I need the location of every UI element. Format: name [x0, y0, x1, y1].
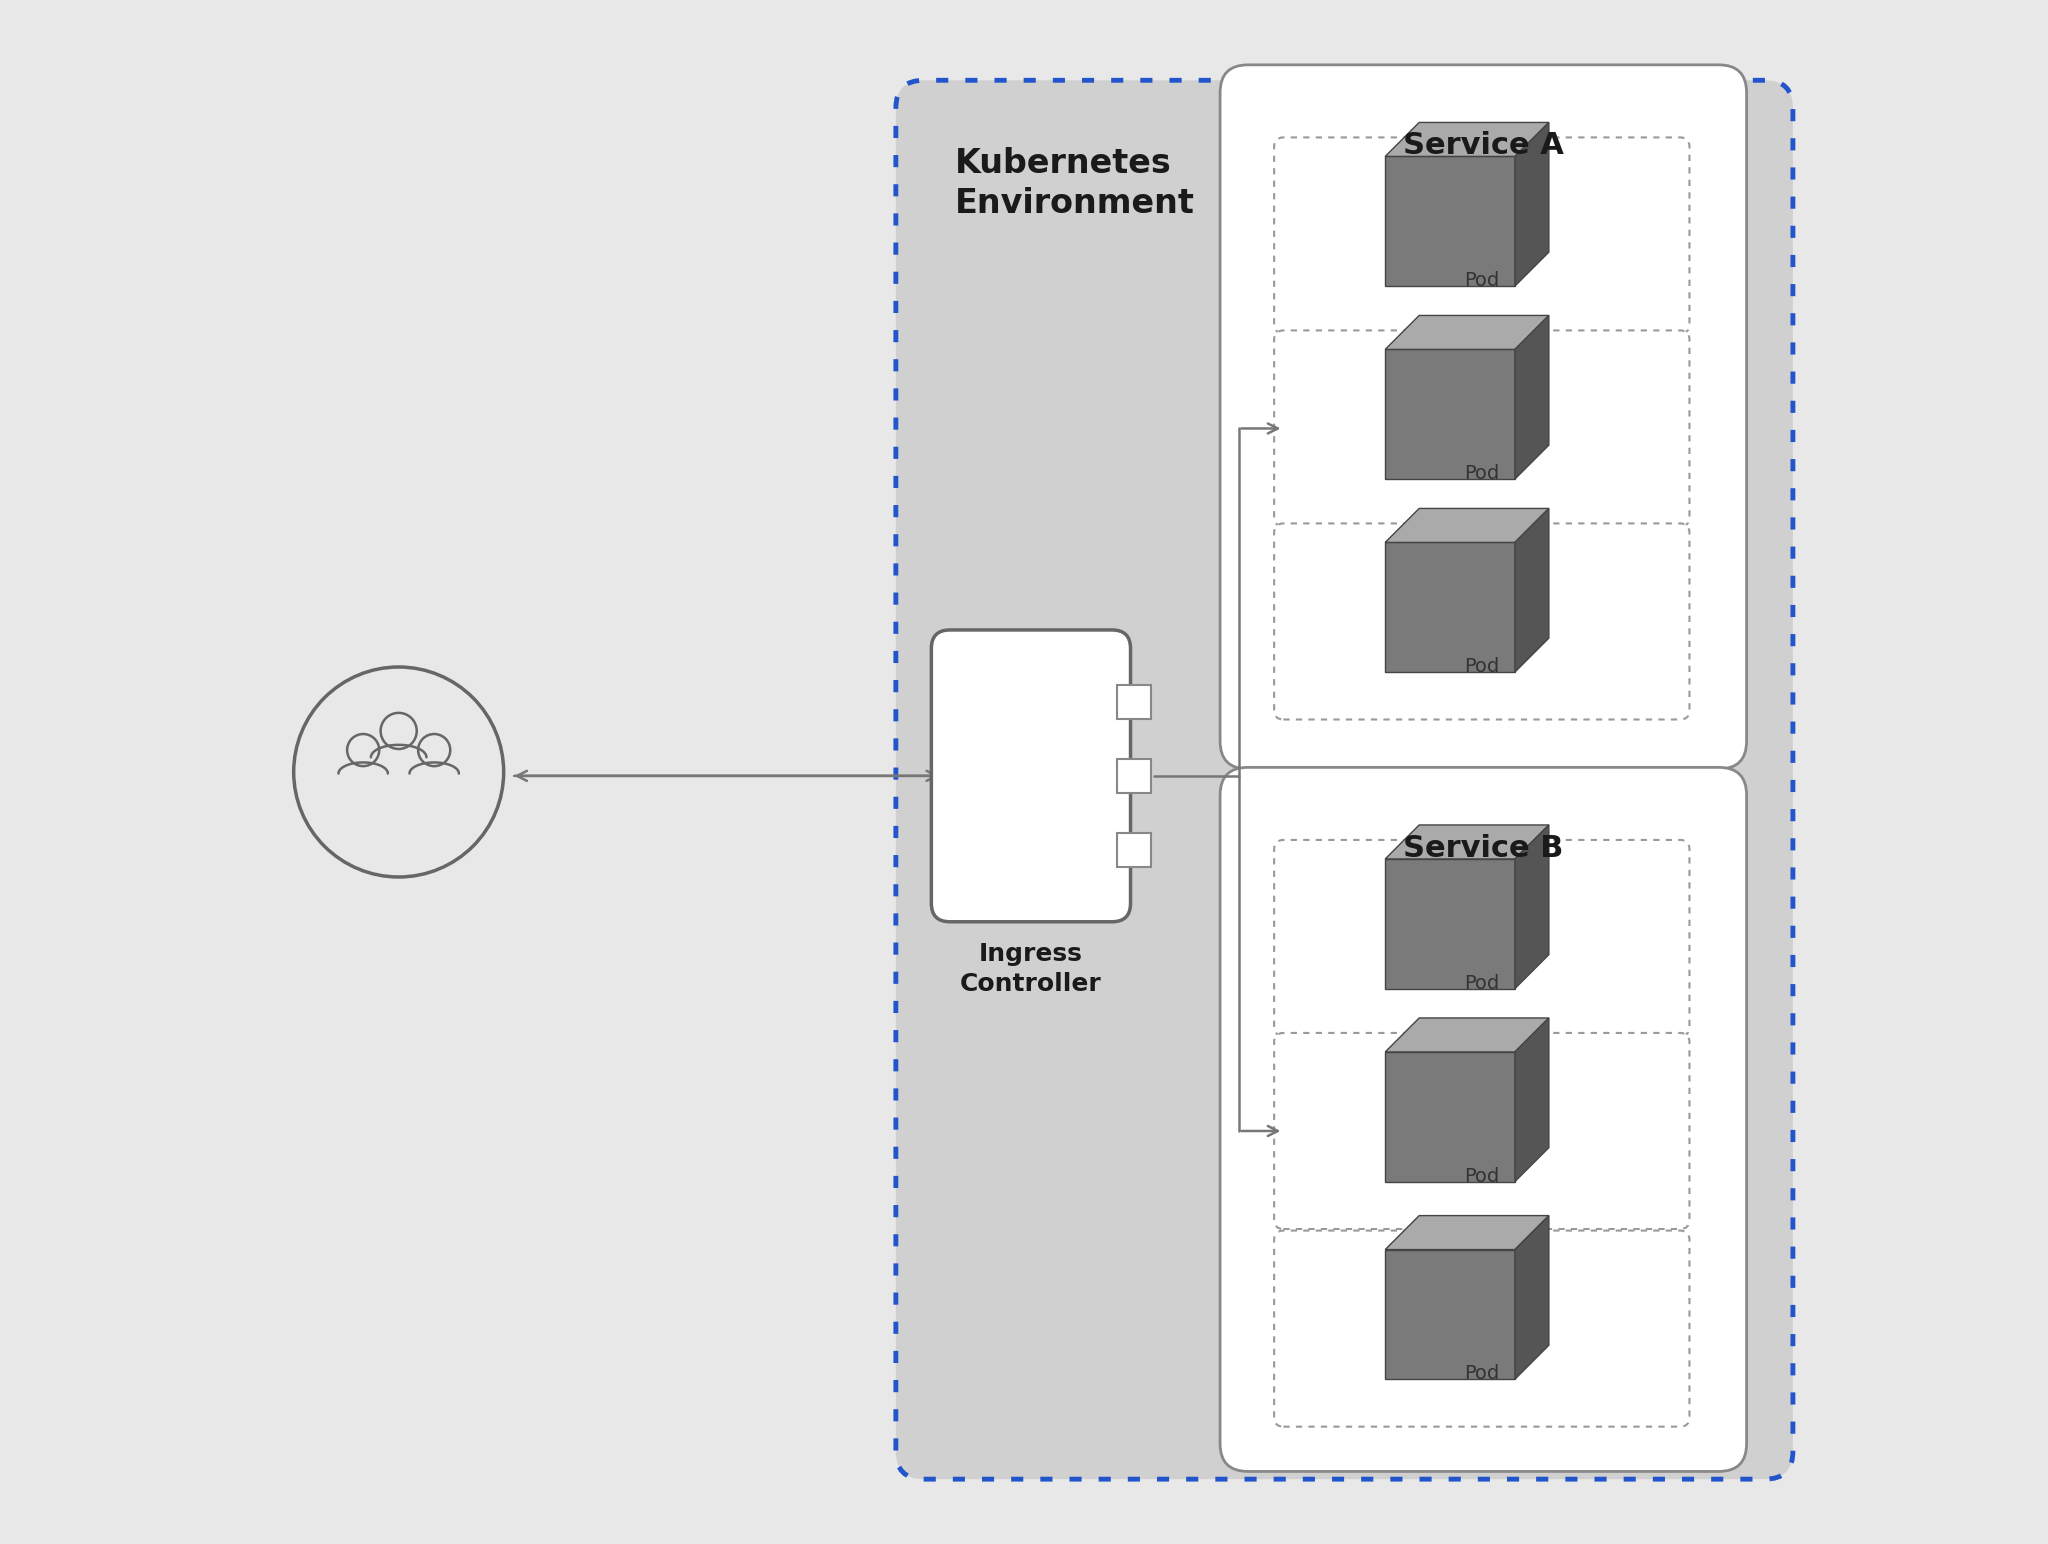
FancyBboxPatch shape: [1221, 767, 1747, 1471]
FancyBboxPatch shape: [1274, 137, 1690, 334]
Polygon shape: [1516, 824, 1548, 988]
FancyBboxPatch shape: [1274, 330, 1690, 527]
Text: Pod: Pod: [1464, 465, 1499, 483]
Polygon shape: [1384, 349, 1516, 479]
Circle shape: [293, 667, 504, 877]
Text: Ingress
Controller: Ingress Controller: [961, 942, 1102, 996]
Polygon shape: [1384, 1051, 1516, 1181]
FancyBboxPatch shape: [895, 80, 1792, 1479]
Polygon shape: [1516, 508, 1548, 672]
Text: Pod: Pod: [1464, 974, 1499, 993]
FancyBboxPatch shape: [1116, 686, 1151, 720]
Text: Pod: Pod: [1464, 272, 1499, 290]
Polygon shape: [1516, 1017, 1548, 1181]
FancyBboxPatch shape: [1221, 65, 1747, 769]
Polygon shape: [1384, 122, 1548, 156]
FancyBboxPatch shape: [1116, 760, 1151, 794]
Polygon shape: [1384, 1017, 1548, 1051]
Polygon shape: [1384, 1215, 1548, 1249]
Polygon shape: [1384, 824, 1548, 858]
Polygon shape: [1384, 315, 1548, 349]
Text: Kubernetes
Environment: Kubernetes Environment: [954, 147, 1194, 221]
Text: Pod: Pod: [1464, 658, 1499, 676]
Polygon shape: [1384, 508, 1548, 542]
FancyBboxPatch shape: [1274, 1231, 1690, 1427]
Text: Service B: Service B: [1403, 834, 1563, 863]
Text: Pod: Pod: [1464, 1167, 1499, 1186]
Polygon shape: [1384, 156, 1516, 286]
FancyBboxPatch shape: [1116, 832, 1151, 868]
FancyBboxPatch shape: [932, 630, 1130, 922]
Polygon shape: [1516, 122, 1548, 286]
FancyBboxPatch shape: [1274, 523, 1690, 720]
FancyBboxPatch shape: [1274, 840, 1690, 1036]
Polygon shape: [1384, 1249, 1516, 1379]
Text: Pod: Pod: [1464, 1365, 1499, 1383]
FancyBboxPatch shape: [1274, 1033, 1690, 1229]
Polygon shape: [1516, 315, 1548, 479]
Polygon shape: [1384, 542, 1516, 672]
Polygon shape: [1384, 858, 1516, 988]
Polygon shape: [1516, 1215, 1548, 1379]
Text: Service A: Service A: [1403, 131, 1565, 161]
